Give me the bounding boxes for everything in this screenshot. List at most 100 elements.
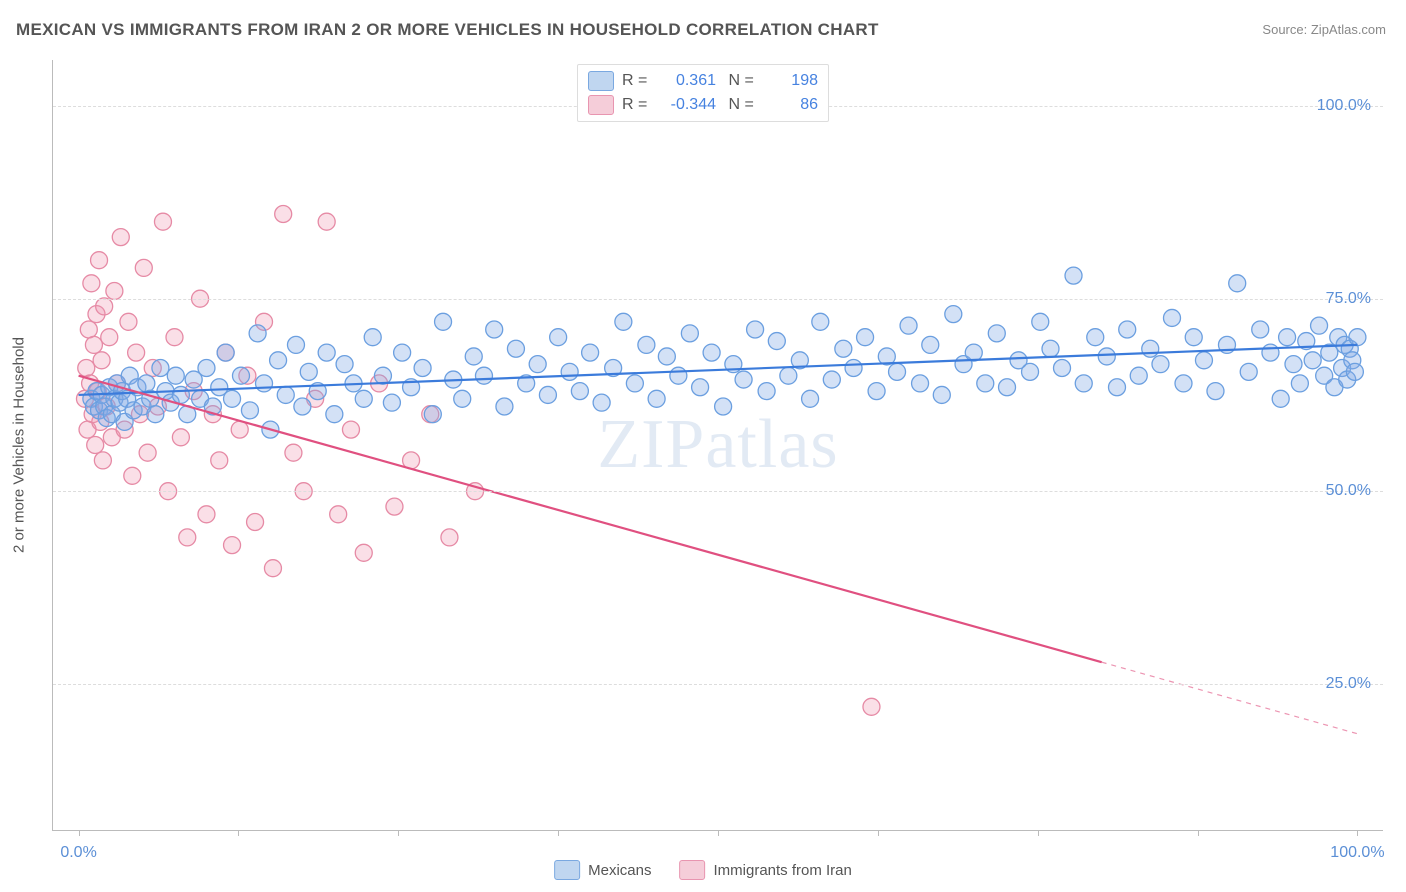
swatch-pink bbox=[588, 95, 614, 115]
data-point bbox=[912, 375, 929, 392]
data-point bbox=[1185, 329, 1202, 346]
data-point bbox=[1262, 344, 1279, 361]
data-point bbox=[383, 394, 400, 411]
data-point bbox=[550, 329, 567, 346]
swatch-blue-icon bbox=[554, 860, 580, 880]
data-point bbox=[1142, 340, 1159, 357]
legend-row-blue: R = 0.361 N = 198 bbox=[588, 69, 818, 93]
data-point bbox=[823, 371, 840, 388]
data-point bbox=[692, 379, 709, 396]
data-point bbox=[475, 367, 492, 384]
data-point bbox=[355, 544, 372, 561]
data-point bbox=[735, 371, 752, 388]
r-value-blue: 0.361 bbox=[660, 72, 716, 90]
trend-line-pink-extrapolated bbox=[1102, 662, 1358, 734]
y-tick-label: 100.0% bbox=[1317, 97, 1371, 115]
x-tick bbox=[1357, 830, 1358, 836]
source-name[interactable]: ZipAtlas.com bbox=[1311, 22, 1386, 37]
data-point bbox=[626, 375, 643, 392]
data-point bbox=[330, 506, 347, 523]
data-point bbox=[96, 298, 113, 315]
x-tick bbox=[878, 830, 879, 836]
data-point bbox=[768, 333, 785, 350]
y-tick-label: 25.0% bbox=[1326, 675, 1371, 693]
data-point bbox=[386, 498, 403, 515]
data-point bbox=[1042, 340, 1059, 357]
data-point bbox=[172, 386, 189, 403]
data-point bbox=[167, 367, 184, 384]
series-legend: Mexicans Immigrants from Iran bbox=[554, 860, 852, 880]
data-point bbox=[1311, 317, 1328, 334]
x-tick-label: 100.0% bbox=[1330, 844, 1384, 862]
data-point bbox=[1119, 321, 1136, 338]
data-point bbox=[465, 348, 482, 365]
data-point bbox=[300, 363, 317, 380]
data-point bbox=[106, 283, 123, 300]
data-point bbox=[1279, 329, 1296, 346]
data-point bbox=[128, 344, 145, 361]
data-point bbox=[1075, 375, 1092, 392]
data-point bbox=[561, 363, 578, 380]
data-point bbox=[374, 367, 391, 384]
data-point bbox=[277, 386, 294, 403]
data-point bbox=[231, 421, 248, 438]
data-point bbox=[147, 406, 164, 423]
n-value-pink: 86 bbox=[762, 96, 818, 114]
data-point bbox=[999, 379, 1016, 396]
data-point bbox=[424, 406, 441, 423]
data-point bbox=[486, 321, 503, 338]
data-point bbox=[703, 344, 720, 361]
trend-line-pink bbox=[79, 376, 1102, 662]
r-value-pink: -0.344 bbox=[660, 96, 716, 114]
data-point bbox=[571, 383, 588, 400]
data-point bbox=[198, 360, 215, 377]
plot-svg bbox=[53, 60, 1383, 830]
n-value-blue: 198 bbox=[762, 72, 818, 90]
data-point bbox=[318, 213, 335, 230]
data-point bbox=[1291, 375, 1308, 392]
data-point bbox=[124, 467, 141, 484]
data-point bbox=[441, 529, 458, 546]
data-point bbox=[138, 375, 155, 392]
data-point bbox=[152, 360, 169, 377]
data-point bbox=[593, 394, 610, 411]
data-point bbox=[318, 344, 335, 361]
data-point bbox=[1152, 356, 1169, 373]
x-tick-label: 0.0% bbox=[60, 844, 96, 862]
data-point bbox=[241, 402, 258, 419]
data-point bbox=[285, 444, 302, 461]
data-point bbox=[1054, 360, 1071, 377]
data-point bbox=[1109, 379, 1126, 396]
legend-label-iran: Immigrants from Iran bbox=[713, 862, 851, 879]
data-point bbox=[845, 360, 862, 377]
data-point bbox=[1175, 375, 1192, 392]
data-point bbox=[224, 537, 241, 554]
data-point bbox=[414, 360, 431, 377]
data-point bbox=[256, 375, 273, 392]
data-point bbox=[179, 529, 196, 546]
data-point bbox=[615, 313, 632, 330]
data-point bbox=[120, 313, 137, 330]
data-point bbox=[529, 356, 546, 373]
swatch-pink-icon bbox=[679, 860, 705, 880]
source-label: Source: bbox=[1262, 22, 1307, 37]
data-point bbox=[648, 390, 665, 407]
x-tick bbox=[718, 830, 719, 836]
gridline bbox=[53, 684, 1383, 685]
data-point bbox=[224, 390, 241, 407]
data-point bbox=[863, 698, 880, 715]
data-point bbox=[232, 367, 249, 384]
data-point bbox=[835, 340, 852, 357]
legend-item-iran: Immigrants from Iran bbox=[679, 860, 851, 880]
data-point bbox=[1207, 383, 1224, 400]
data-point bbox=[780, 367, 797, 384]
data-point bbox=[638, 336, 655, 353]
data-point bbox=[139, 444, 156, 461]
legend-item-mexicans: Mexicans bbox=[554, 860, 651, 880]
data-point bbox=[247, 514, 264, 531]
data-point bbox=[988, 325, 1005, 342]
data-point bbox=[1022, 363, 1039, 380]
data-point bbox=[812, 313, 829, 330]
data-point bbox=[172, 429, 189, 446]
data-point bbox=[1229, 275, 1246, 292]
